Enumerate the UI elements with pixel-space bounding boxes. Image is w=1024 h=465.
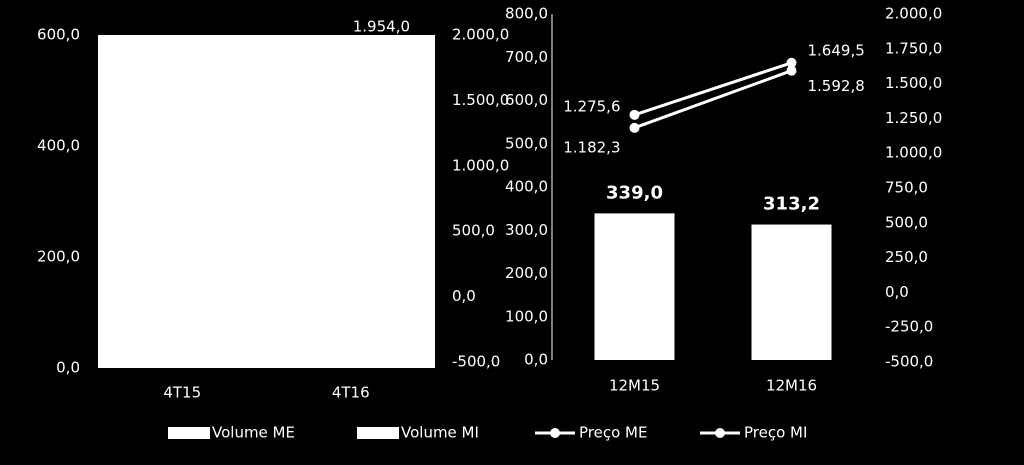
y2-tick-label: 1.000,0	[452, 156, 509, 174]
y2-tick-label: 500,0	[452, 222, 495, 240]
line-point	[629, 122, 640, 133]
x-tick-label: 12M15	[609, 377, 660, 395]
legend-label: Volume MI	[401, 424, 479, 442]
data-label: 1.592,8	[808, 77, 865, 95]
legend-label: Volume ME	[212, 424, 295, 442]
y2-tick-label: 1.500,0	[885, 74, 942, 92]
line	[633, 69, 793, 130]
legend-swatch	[168, 427, 210, 439]
data-label: 339,0	[606, 182, 663, 203]
line	[634, 61, 792, 117]
y2-tick-label: -500,0	[452, 353, 500, 371]
y-tick-label: 0,0	[56, 359, 80, 377]
x-tick-label: 12M16	[766, 377, 817, 395]
y2-tick-label: 750,0	[885, 179, 928, 197]
x-tick-label: 4T16	[332, 384, 370, 402]
line-point	[786, 65, 797, 76]
bar	[751, 224, 832, 360]
y2-tick-label: 1.250,0	[885, 109, 942, 127]
y-tick-label: 600,0	[505, 91, 548, 109]
y-tick-label: 600,0	[37, 26, 80, 44]
legend-swatch	[357, 427, 399, 439]
y2-tick-label: 250,0	[885, 248, 928, 266]
legend-swatch	[550, 428, 560, 438]
y-tick-label: 0,0	[524, 351, 548, 369]
y-tick-label: 800,0	[505, 5, 548, 23]
data-label: 1.182,3	[563, 138, 620, 156]
x-tick-label: 4T15	[163, 384, 201, 402]
plot-background	[98, 35, 435, 368]
data-label: 1.649,5	[808, 41, 865, 59]
y-tick-label: 200,0	[505, 264, 548, 282]
line-point	[347, 38, 354, 45]
y-tick-label: 100,0	[505, 307, 548, 325]
y2-tick-label: 500,0	[885, 213, 928, 231]
data-label: 1.275,6	[563, 97, 620, 115]
legend-label: Preço MI	[744, 424, 807, 442]
y2-tick-label: -250,0	[885, 318, 933, 336]
y-tick-label: 300,0	[505, 221, 548, 239]
legend-label: Preço ME	[579, 424, 647, 442]
data-label: 313,2	[763, 194, 820, 215]
y2-tick-label: -500,0	[885, 353, 933, 371]
y2-tick-label: 1.500,0	[452, 91, 509, 109]
y2-tick-label: 0,0	[885, 283, 909, 301]
y2-tick-label: 1.000,0	[885, 144, 942, 162]
y-tick-label: 200,0	[37, 248, 80, 266]
y-tick-label: 400,0	[505, 178, 548, 196]
y2-tick-label: 2.000,0	[452, 26, 509, 44]
y-tick-label: 500,0	[505, 134, 548, 152]
y-tick-label: 700,0	[505, 48, 548, 66]
y2-tick-label: 1.750,0	[885, 39, 942, 57]
line-point	[786, 57, 797, 68]
y2-tick-label: 0,0	[452, 287, 476, 305]
y2-tick-label: 2.000,0	[885, 5, 942, 23]
line-point	[629, 109, 640, 120]
bar	[594, 213, 675, 360]
y-tick-label: 400,0	[37, 137, 80, 155]
legend-swatch	[715, 428, 725, 438]
data-label: 1.954,0	[353, 18, 410, 36]
